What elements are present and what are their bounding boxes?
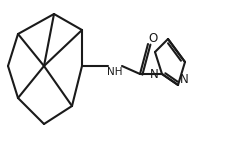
- Text: NH: NH: [107, 67, 123, 77]
- Text: N: N: [180, 73, 188, 85]
- Text: N: N: [150, 67, 158, 81]
- Text: O: O: [148, 32, 158, 44]
